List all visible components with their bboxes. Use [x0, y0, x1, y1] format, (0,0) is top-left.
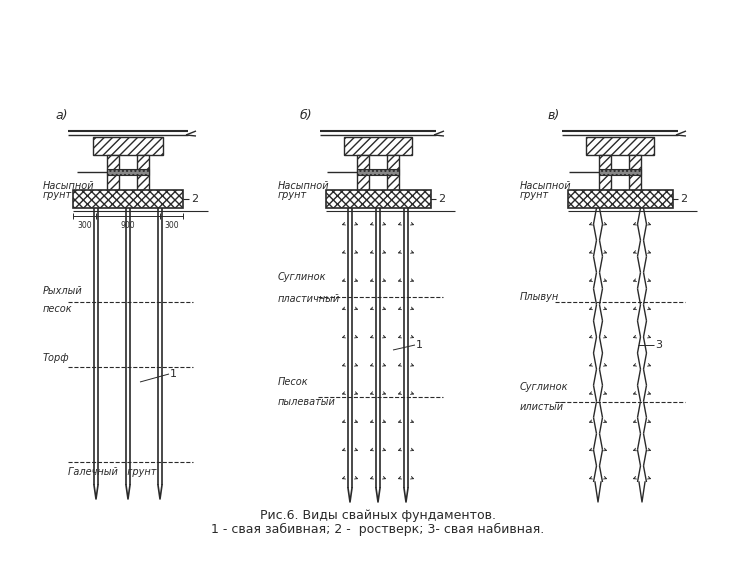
Text: 900: 900 [121, 221, 135, 230]
Text: Торф: Торф [43, 353, 70, 363]
Text: Суглинок: Суглинок [520, 382, 569, 392]
Text: б): б) [300, 109, 313, 122]
Bar [107, 169, 149, 175]
Text: в): в) [548, 109, 560, 122]
Text: а): а) [55, 109, 67, 122]
Bar [344, 137, 412, 155]
Bar [357, 155, 369, 190]
Text: Рыхлый: Рыхлый [43, 286, 82, 296]
Text: грунт: грунт [520, 190, 549, 200]
Bar [137, 155, 149, 190]
Text: грунт: грунт [43, 190, 72, 200]
Text: грунт: грунт [278, 190, 307, 200]
Text: 1: 1 [416, 340, 423, 350]
Text: 2: 2 [191, 194, 198, 204]
Text: 2: 2 [438, 194, 445, 204]
Text: 1: 1 [170, 369, 177, 379]
Text: Насыпной: Насыпной [278, 181, 330, 191]
Bar [357, 169, 399, 175]
Text: 300: 300 [164, 221, 179, 230]
Bar [326, 190, 431, 208]
Bar [107, 155, 119, 190]
Bar [599, 155, 611, 190]
Bar [93, 137, 163, 155]
Bar [387, 155, 399, 190]
Text: Суглинок: Суглинок [278, 272, 327, 282]
Bar [568, 190, 673, 208]
Text: Насыпной: Насыпной [43, 181, 94, 191]
Text: 3: 3 [655, 340, 662, 350]
Text: песок: песок [43, 304, 73, 314]
Bar [599, 169, 641, 175]
Text: Галечный   грунт: Галечный грунт [68, 467, 156, 477]
Bar [586, 137, 654, 155]
Bar [73, 190, 183, 208]
Bar [629, 155, 641, 190]
Text: Рис.6. Виды свайных фундаментов.: Рис.6. Виды свайных фундаментов. [260, 509, 496, 522]
Text: Плывун: Плывун [520, 292, 559, 302]
Text: 300: 300 [77, 221, 91, 230]
Text: пластичный: пластичный [278, 294, 340, 304]
Text: Песок: Песок [278, 377, 308, 387]
Text: 2: 2 [680, 194, 687, 204]
Text: илистый: илистый [520, 402, 564, 412]
Text: 1 - свая забивная; 2 -  ростверк; 3- свая набивная.: 1 - свая забивная; 2 - ростверк; 3- свая… [212, 522, 544, 536]
Text: пылеватый: пылеватый [278, 397, 336, 407]
Text: Насыпной: Насыпной [520, 181, 572, 191]
